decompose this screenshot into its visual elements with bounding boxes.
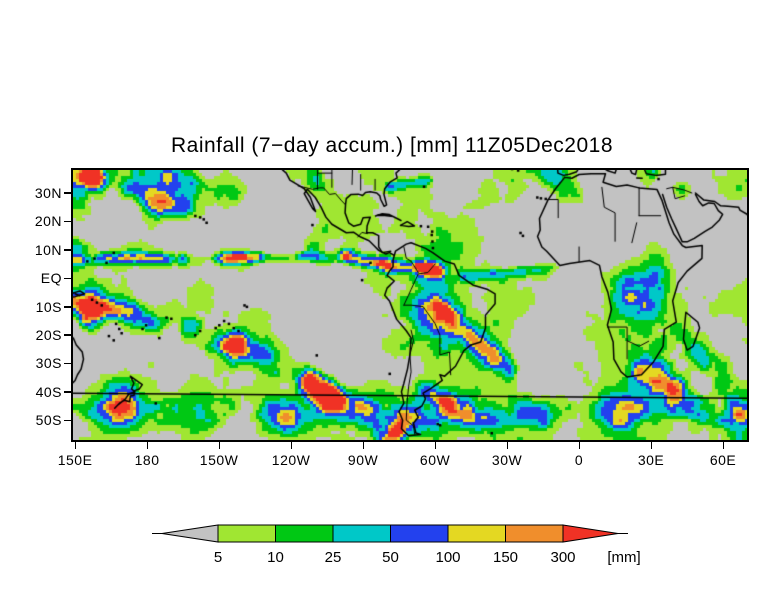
x-axis-label: 60W (419, 452, 451, 468)
y-axis-label: 40S (35, 383, 62, 400)
y-axis-tick (64, 334, 71, 336)
y-axis-tick (64, 419, 71, 422)
x-axis-label: 150E (57, 452, 93, 468)
colorbar-segment (447, 524, 506, 543)
colorbar-over-arrow (562, 524, 619, 543)
x-axis-tick (74, 442, 77, 449)
colorbar-boundary-label: 300 (550, 549, 575, 566)
x-axis-label: 30W (491, 452, 523, 468)
colorbar-boundary-label: 100 (435, 549, 460, 566)
colorbar-segment (390, 524, 449, 543)
colorbar: 5 10 25 50 100 150 300 [mm] (150, 517, 670, 567)
x-axis-label: 180 (134, 452, 160, 468)
y-axis-tick (64, 362, 71, 365)
y-axis-label: 10S (35, 298, 62, 315)
x-axis-label: 90W (347, 452, 379, 468)
x-axis-tick (506, 442, 509, 449)
colorbar-segment (332, 524, 391, 543)
colorbar-boundary-label: 25 (325, 549, 342, 566)
colorbar-boundary-label: 5 (214, 549, 222, 566)
y-axis-tick (64, 391, 71, 393)
x-axis-label: 30E (637, 452, 665, 468)
y-axis-tick (64, 306, 71, 308)
chart-title: Rainfall (7−day accum.) [mm] 11Z05Dec201… (170, 134, 614, 157)
rainfall-map-canvas (73, 170, 747, 440)
x-axis-label: 120W (271, 452, 311, 468)
colorbar-unit-label: [mm] (607, 549, 640, 566)
x-axis-tick (578, 442, 581, 449)
y-axis-label: EQ (40, 270, 62, 287)
colorbar-boundary-label: 150 (493, 549, 518, 566)
x-axis-tick (722, 442, 725, 449)
x-axis-tick (218, 442, 221, 449)
y-axis-tick (64, 192, 71, 194)
y-axis-label: 50S (35, 412, 62, 429)
x-axis-tick (434, 442, 437, 449)
x-axis-tick (146, 442, 149, 449)
colorbar-segment (505, 524, 564, 543)
x-axis-tick (650, 442, 653, 449)
y-axis-tick (64, 249, 71, 251)
colorbar-boundary-label: 50 (382, 549, 399, 566)
colorbar-segment (217, 524, 276, 543)
x-axis-label: 150W (199, 452, 239, 468)
map-frame (71, 168, 749, 442)
y-axis-label: 30S (35, 355, 62, 372)
colorbar-svg: 5 10 25 50 100 150 300 [mm] (152, 524, 641, 566)
y-axis-tick (64, 277, 71, 280)
colorbar-boundary-label: 10 (267, 549, 284, 566)
colorbar-segment (275, 524, 334, 543)
x-axis-tick (362, 442, 365, 449)
y-axis-label: 10N (34, 241, 62, 258)
y-axis-label: 20S (35, 326, 62, 343)
y-axis-tick (64, 220, 71, 223)
y-axis-label: 30N (34, 184, 62, 201)
x-axis-label: 60E (709, 452, 737, 468)
x-axis-label: 0 (574, 452, 584, 468)
y-axis-label: 20N (34, 213, 62, 230)
x-axis-tick (290, 442, 293, 449)
colorbar-under-arrow (161, 524, 219, 543)
